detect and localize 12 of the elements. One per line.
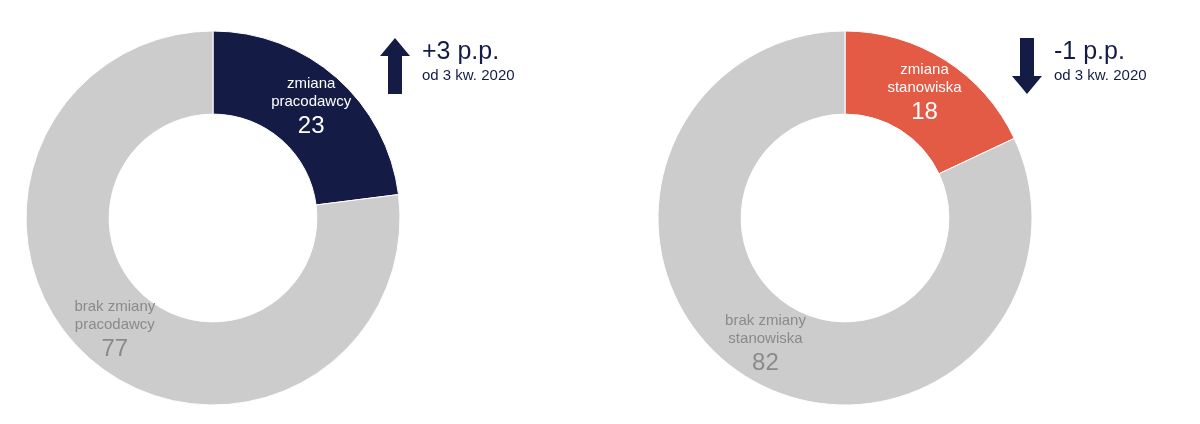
text: +3 p.p. [422,36,500,64]
data-label: 82 [752,347,779,375]
slice-label: zmiana stanowiska [887,60,963,96]
text: -1 p.p. [1054,36,1125,64]
data-label: 18 [911,97,938,125]
text: od 3 kw. 2020 [422,66,515,84]
data-label: 23 [297,111,325,139]
slice-label: brak zmiany stanowiska [725,310,807,346]
slice-label: brak zmiany pracodawcy [74,296,156,332]
slice-label: zmiana pracodawcy [271,74,352,110]
data-label: 77 [101,333,129,361]
text: od 3 kw. 2020 [1054,66,1147,84]
